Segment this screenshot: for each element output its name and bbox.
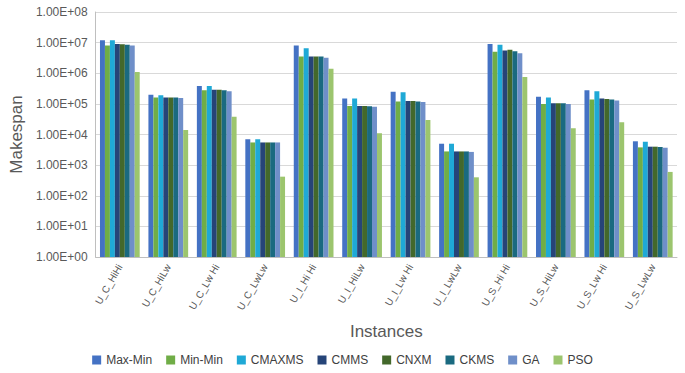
svg-text:U_C_HiHi: U_C_HiHi xyxy=(93,262,125,306)
svg-text:U_C_HiLw: U_C_HiLw xyxy=(140,262,174,310)
svg-text:1.00E+02: 1.00E+02 xyxy=(36,189,88,203)
svg-text:1.00E+08: 1.00E+08 xyxy=(36,5,88,19)
svg-text:U_C_LwLw: U_C_LwLw xyxy=(235,262,270,312)
svg-text:Min-Min: Min-Min xyxy=(180,353,223,367)
svg-text:U_S_LwLw: U_S_LwLw xyxy=(623,262,658,312)
svg-text:U_S_HiLw: U_S_HiLw xyxy=(528,262,562,309)
svg-text:1.00E+05: 1.00E+05 xyxy=(36,97,88,111)
svg-text:U_S_Hi Hi: U_S_Hi Hi xyxy=(479,262,512,308)
svg-text:U_I_HiLw: U_I_HiLw xyxy=(336,262,368,306)
svg-text:Instances: Instances xyxy=(350,322,423,341)
svg-text:CNXM: CNXM xyxy=(396,353,431,367)
svg-text:1.00E+06: 1.00E+06 xyxy=(36,66,88,80)
svg-text:U_I_Lw Hi: U_I_Lw Hi xyxy=(383,262,416,307)
svg-text:1.00E+03: 1.00E+03 xyxy=(36,158,88,172)
svg-text:1.00E+01: 1.00E+01 xyxy=(36,219,88,233)
svg-text:CKMS: CKMS xyxy=(459,353,494,367)
svg-text:U_I_Hi Hi: U_I_Hi Hi xyxy=(288,262,319,305)
svg-text:1.00E+04: 1.00E+04 xyxy=(36,128,88,142)
svg-text:1.00E+00: 1.00E+00 xyxy=(36,250,88,264)
svg-text:U_S_Lw Hi: U_S_Lw Hi xyxy=(575,262,610,311)
svg-text:1.00E+07: 1.00E+07 xyxy=(36,36,88,50)
svg-text:CMMS: CMMS xyxy=(331,353,368,367)
svg-text:GA: GA xyxy=(522,353,539,367)
svg-text:Max-Min: Max-Min xyxy=(106,353,152,367)
svg-text:CMAXMS: CMAXMS xyxy=(251,353,304,367)
svg-text:PSO: PSO xyxy=(568,353,593,367)
svg-text:Makespan: Makespan xyxy=(7,95,26,173)
svg-text:U_C_Lw Hi: U_C_Lw Hi xyxy=(187,262,222,311)
svg-text:U_I_LwLw: U_I_LwLw xyxy=(431,262,464,309)
